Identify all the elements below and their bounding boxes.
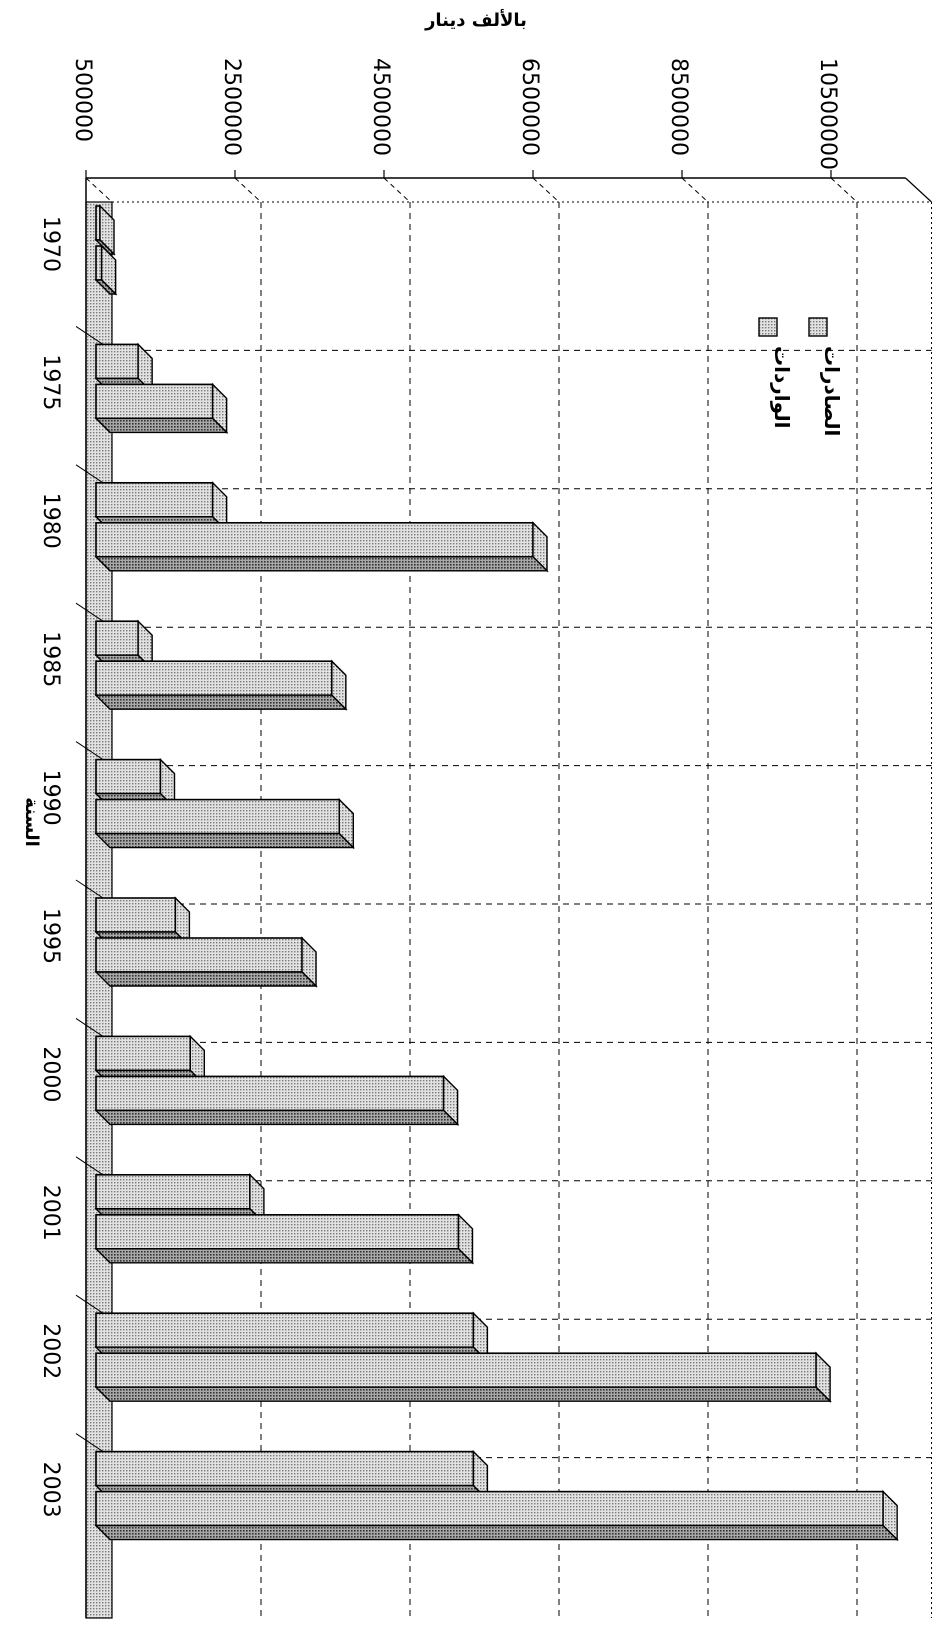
tick-label: 2500000 bbox=[219, 58, 244, 156]
bar-bottom bbox=[94, 417, 229, 434]
bar-face bbox=[95, 343, 139, 380]
frame-edge bbox=[905, 177, 932, 203]
bar-bottom bbox=[94, 556, 549, 572]
bar-face bbox=[95, 1214, 460, 1250]
category-axis-title: السنة bbox=[21, 797, 42, 847]
gridline-diagonal bbox=[830, 177, 858, 203]
bar-face bbox=[95, 383, 214, 420]
bar-imports bbox=[94, 244, 118, 296]
bar-bottom bbox=[94, 1524, 899, 1541]
legend-swatch bbox=[808, 317, 828, 337]
bar-imports bbox=[94, 1489, 899, 1542]
gridline-diagonal bbox=[383, 177, 411, 203]
gridline-diagonal bbox=[681, 177, 709, 203]
bar-face bbox=[95, 1490, 884, 1527]
tick-label: 8500000 bbox=[666, 58, 691, 156]
bar-face bbox=[95, 521, 534, 558]
category-label: 2002 bbox=[38, 1323, 63, 1379]
bar-bottom bbox=[94, 832, 355, 849]
legend-item-exports: الصادرات bbox=[808, 317, 844, 436]
gridline-diagonal bbox=[85, 177, 113, 203]
tick-label: 6500000 bbox=[517, 58, 542, 156]
bar-face bbox=[95, 1352, 817, 1388]
bar-exports bbox=[94, 204, 116, 256]
legend: الصادرات الواردات bbox=[758, 317, 844, 436]
bar-face bbox=[95, 245, 103, 281]
category-label: 2003 bbox=[38, 1462, 63, 1518]
bar-imports bbox=[94, 659, 348, 711]
bar-face bbox=[95, 1075, 445, 1112]
bar-bottom bbox=[94, 694, 348, 710]
category-label: 2000 bbox=[38, 1046, 63, 1102]
category-label: 2001 bbox=[38, 1185, 63, 1241]
bar-imports bbox=[94, 1213, 475, 1265]
category-label: 1990 bbox=[38, 770, 63, 826]
bar-face bbox=[95, 937, 303, 973]
legend-swatch bbox=[758, 317, 778, 337]
bar-imports bbox=[94, 936, 318, 988]
bars bbox=[94, 204, 899, 1542]
gridline-diagonal bbox=[532, 177, 560, 203]
bar-bottom bbox=[94, 1386, 832, 1402]
bar-face bbox=[95, 1450, 475, 1487]
value-axis-title: بالألف دينار bbox=[424, 9, 527, 31]
bar-face bbox=[95, 620, 139, 657]
bar-face bbox=[95, 1035, 192, 1072]
tick-label: 4500000 bbox=[368, 58, 393, 156]
category-label: 1970 bbox=[38, 216, 63, 272]
gridline-diagonal bbox=[234, 177, 262, 203]
category-label: 1995 bbox=[38, 908, 63, 964]
bar-face bbox=[95, 660, 333, 697]
category-label: 1980 bbox=[38, 493, 63, 549]
tick-label: 10500000 bbox=[815, 58, 840, 170]
bar-bottom bbox=[94, 1109, 460, 1126]
bar-imports bbox=[94, 797, 355, 850]
bar-imports bbox=[94, 1074, 460, 1127]
bar-bottom bbox=[94, 971, 318, 987]
bar-imports bbox=[94, 382, 229, 435]
bar-face bbox=[95, 481, 214, 518]
bar-face bbox=[95, 798, 341, 835]
category-label: 1985 bbox=[38, 631, 63, 687]
category-axis-labels: 1970 1975 1980 1985 1990 1995 2000 2001 2002 2003 bbox=[38, 216, 63, 1518]
legend-label: الصادرات bbox=[820, 346, 844, 436]
bar-imports bbox=[94, 1351, 832, 1403]
bar-bottom bbox=[94, 279, 118, 295]
bar-face bbox=[95, 1174, 251, 1210]
legend-item-imports: الواردات bbox=[758, 317, 794, 429]
tick-label: 500000 bbox=[70, 58, 95, 142]
value-axis-ticks: 500000 2500000 4500000 6500000 8500000 105000… bbox=[70, 58, 840, 170]
bar-face bbox=[95, 1312, 475, 1348]
category-label: 1975 bbox=[38, 354, 63, 410]
bar-bottom bbox=[94, 1248, 475, 1264]
bar-face bbox=[95, 897, 177, 933]
bar-imports bbox=[94, 521, 549, 573]
bar-face bbox=[95, 758, 162, 795]
legend-label: الواردات bbox=[770, 346, 794, 429]
